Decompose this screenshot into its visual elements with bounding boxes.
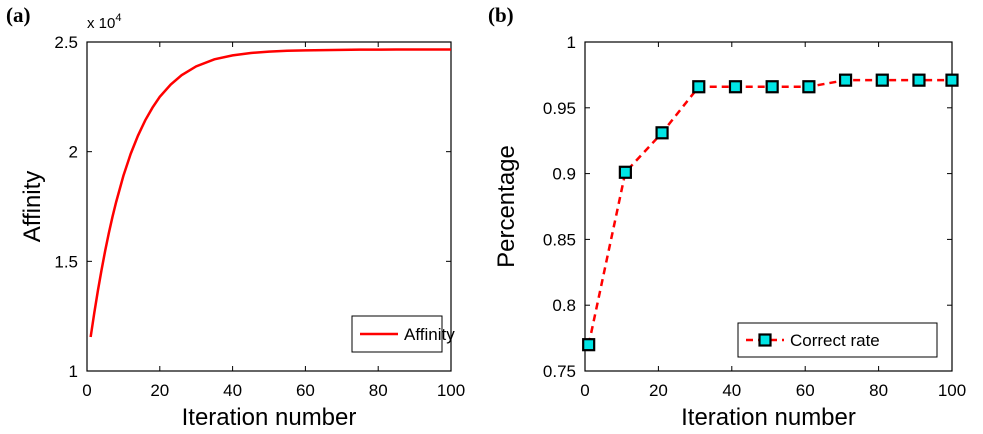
plot-area-frame <box>86 41 452 372</box>
series-line <box>587 78 952 345</box>
data-point-marker <box>618 165 632 179</box>
x-tick-label: 0 <box>82 381 91 400</box>
x-axis-title: Iteration number <box>681 404 856 431</box>
x-axis-title: Iteration number <box>182 404 357 431</box>
affinity-chart-panel: (a) 0 20 40 60 80 100 1 1.5 2 2.5 x 104 Iteration nu… <box>6 3 465 431</box>
y-axis-title: Percentage <box>493 145 520 268</box>
legend-marker-sample <box>758 333 772 347</box>
data-point-marker <box>655 126 669 140</box>
x-tick-label: 0 <box>580 381 589 400</box>
plot-area-frame <box>584 41 953 372</box>
panel-label: (b) <box>488 3 514 27</box>
panel-label: (a) <box>6 3 31 27</box>
series-line <box>89 48 451 338</box>
x-tick-label: 40 <box>223 381 242 400</box>
y-tick-label: 0.75 <box>543 362 576 381</box>
y-tick-label: 0.8 <box>552 296 576 315</box>
data-point-marker <box>765 80 779 94</box>
x-tick-label: 60 <box>796 381 815 400</box>
y-scale-exponent: 4 <box>115 12 121 24</box>
y-tick-label: 0.9 <box>552 165 576 184</box>
x-tick-label: 100 <box>437 381 465 400</box>
y-scale-factor: x 104 <box>87 12 121 32</box>
x-tick-label: 40 <box>722 381 741 400</box>
x-tick-label: 80 <box>369 381 388 400</box>
legend-label: Affinity <box>404 325 455 344</box>
x-tick-label: 60 <box>296 381 315 400</box>
y-tick-label: 0.95 <box>543 99 576 118</box>
y-tick-label: 2 <box>69 143 78 162</box>
y-axis-title: Affinity <box>19 171 46 243</box>
y-tick-label: 1 <box>69 362 78 381</box>
x-tick-label: 100 <box>938 381 966 400</box>
data-point-marker <box>692 80 706 94</box>
data-point-marker <box>912 73 926 87</box>
y-tick-label: 1 <box>567 33 576 52</box>
x-tick-label: 80 <box>869 381 888 400</box>
correct-rate-chart-panel: (b) 0 20 40 60 80 100 0.75 0.8 0.85 0.9 0.95 1 Iterat… <box>488 3 966 431</box>
data-point-marker <box>875 73 889 87</box>
y-tick-label: 0.85 <box>543 230 576 249</box>
y-tick-label: 2.5 <box>54 33 78 52</box>
data-point-marker <box>945 73 959 87</box>
y-tick-label: 1.5 <box>54 252 78 271</box>
data-point-marker <box>802 80 816 94</box>
data-point-marker <box>838 73 853 87</box>
x-tick-label: 20 <box>150 381 169 400</box>
legend-label: Correct rate <box>790 331 880 350</box>
y-scale-base: x 10 <box>87 15 115 32</box>
data-point-marker <box>728 80 743 94</box>
data-point-marker <box>582 338 596 352</box>
x-tick-label: 20 <box>649 381 668 400</box>
